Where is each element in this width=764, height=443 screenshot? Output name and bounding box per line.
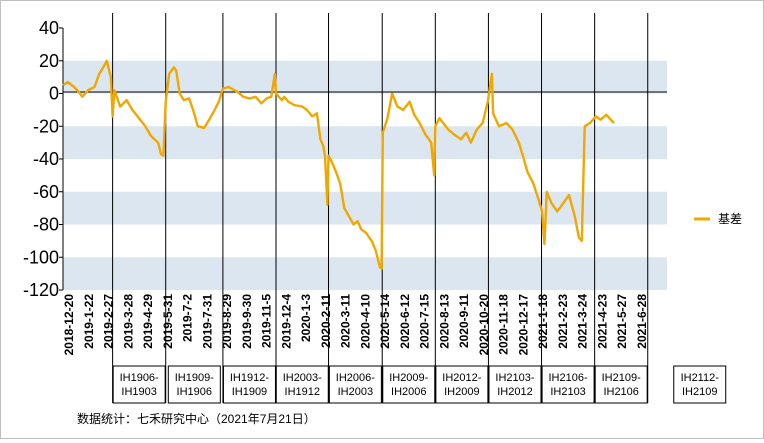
contract-box-line2: IH1903 bbox=[121, 386, 156, 398]
contract-box-line2: IH1906 bbox=[177, 386, 212, 398]
contract-box-line2: IH2109 bbox=[682, 386, 717, 398]
x-tick-label: 2020-7-15 bbox=[418, 294, 432, 349]
contract-box-line2: IH2012 bbox=[497, 386, 532, 398]
x-tick-label: 2020-11-18 bbox=[497, 294, 511, 355]
contract-box-line2: IH1909 bbox=[232, 386, 267, 398]
x-axis-ticks: 2018-12-20 2019-1-22 2019-2-27 2019-3-28 201… bbox=[62, 294, 649, 356]
shaded-bands bbox=[63, 60, 667, 290]
x-tick-label: 2019-9-30 bbox=[240, 294, 254, 349]
x-tick-label: 2020-9-11 bbox=[457, 294, 471, 348]
x-tick-label: 2021-2-23 bbox=[556, 294, 570, 349]
x-tick-label: 2020-12-17 bbox=[516, 294, 530, 356]
contract-box-line1: IH2006- bbox=[336, 372, 375, 384]
contract-box-line2: IH2009 bbox=[444, 386, 479, 398]
contract-box bbox=[167, 365, 221, 404]
y-tick-label: -40 bbox=[33, 149, 59, 169]
x-tick-label: 2020-5-14 bbox=[378, 294, 392, 349]
contract-box-line1: IH1906- bbox=[120, 372, 159, 384]
contract-box-line1: IH2103- bbox=[495, 372, 534, 384]
contract-box-line1: IH2003- bbox=[283, 372, 322, 384]
x-tick-label: 2019-12-4 bbox=[279, 294, 293, 349]
x-tick-label: 2021-1-18 bbox=[536, 294, 550, 349]
x-tick-label: 2021-3-24 bbox=[576, 294, 590, 349]
y-tick-label: -20 bbox=[33, 116, 59, 136]
x-tick-label: 2020-10-20 bbox=[477, 294, 491, 356]
x-tick-label: 2018-12-20 bbox=[62, 294, 76, 356]
contract-box-line2: IH2103 bbox=[550, 386, 585, 398]
contract-box-line1: IH2106- bbox=[549, 372, 588, 384]
contract-box-line2: IH2006 bbox=[391, 386, 426, 398]
x-tick-label: 2020-2-11 bbox=[319, 294, 333, 348]
contract-box-line2: IH2003 bbox=[338, 386, 373, 398]
series-line-basis bbox=[62, 59, 615, 270]
contract-box-line1: IH2009- bbox=[389, 372, 428, 384]
contract-box-line1: IH1909- bbox=[175, 372, 214, 384]
contract-box-line1: IH2112- bbox=[681, 372, 720, 384]
contract-box bbox=[275, 365, 329, 404]
contract-box bbox=[328, 365, 382, 404]
shaded-band-1 bbox=[63, 126, 667, 159]
contract-box-line1: IH1912- bbox=[230, 372, 269, 384]
contract-dividers bbox=[112, 13, 649, 403]
x-tick-label: 2019-3-28 bbox=[121, 294, 135, 349]
y-tick-label: -80 bbox=[33, 215, 59, 235]
x-tick-label: 2019-7-2 bbox=[181, 294, 195, 342]
contract-box bbox=[541, 365, 595, 404]
y-axis-ticks: 40 20 0 -20 -40 -60 -80 -100 -120 bbox=[23, 18, 63, 300]
x-tick-label: 2020-8-13 bbox=[437, 294, 451, 349]
contract-box-line1: IH2109- bbox=[602, 372, 641, 384]
x-tick-label: 2021-6-28 bbox=[635, 294, 649, 349]
shaded-band-0 bbox=[63, 60, 667, 94]
x-tick-label: 2020-6-12 bbox=[398, 294, 412, 349]
y-tick-label: 0 bbox=[49, 84, 59, 104]
contract-box-line2: IH2106 bbox=[603, 386, 638, 398]
y-tick-label: -120 bbox=[23, 280, 59, 300]
y-tick-label: 40 bbox=[39, 18, 59, 38]
shaded-band-3 bbox=[63, 257, 667, 290]
x-tick-label: 2019-11-5 bbox=[260, 294, 274, 348]
x-tick-label: 2020-3-11 bbox=[339, 294, 353, 348]
legend-label: 基差 bbox=[718, 212, 742, 226]
contract-box bbox=[112, 365, 166, 404]
x-tick-label: 2020-1-3 bbox=[299, 294, 313, 342]
x-tick-label: 2021-4-23 bbox=[595, 294, 609, 349]
x-tick-label: 2019-8-29 bbox=[220, 294, 234, 349]
contract-box bbox=[382, 365, 436, 404]
contract-box bbox=[594, 365, 648, 404]
x-tick-label: 2019-2-27 bbox=[102, 294, 116, 349]
x-tick-label: 2021-5-27 bbox=[615, 294, 629, 349]
x-tick-label: 2019-7-31 bbox=[200, 294, 214, 349]
contract-box bbox=[488, 365, 542, 404]
y-tick-label: -100 bbox=[23, 247, 59, 267]
x-tick-label: 2019-4-29 bbox=[141, 294, 155, 349]
contract-box-line1: IH2012- bbox=[442, 372, 481, 384]
contract-boxes: IH1906- IH1903 IH1909- IH1906 IH1912- IH1909 I… bbox=[112, 365, 727, 404]
x-tick-label: 2020-4-10 bbox=[358, 294, 372, 349]
x-tick-label: 2019-5-31 bbox=[161, 294, 175, 349]
source-note: 数据统计：七禾研究中心（2021年7月21日） bbox=[77, 411, 316, 426]
y-tick-label: 20 bbox=[39, 51, 59, 71]
legend: 基差 bbox=[694, 212, 742, 226]
contract-box-line2: IH1912 bbox=[285, 386, 320, 398]
contract-box bbox=[673, 365, 727, 404]
contract-box bbox=[222, 365, 276, 404]
x-tick-label: 2019-1-22 bbox=[82, 294, 96, 349]
y-tick-label: -60 bbox=[33, 182, 59, 202]
contract-box bbox=[435, 365, 489, 404]
